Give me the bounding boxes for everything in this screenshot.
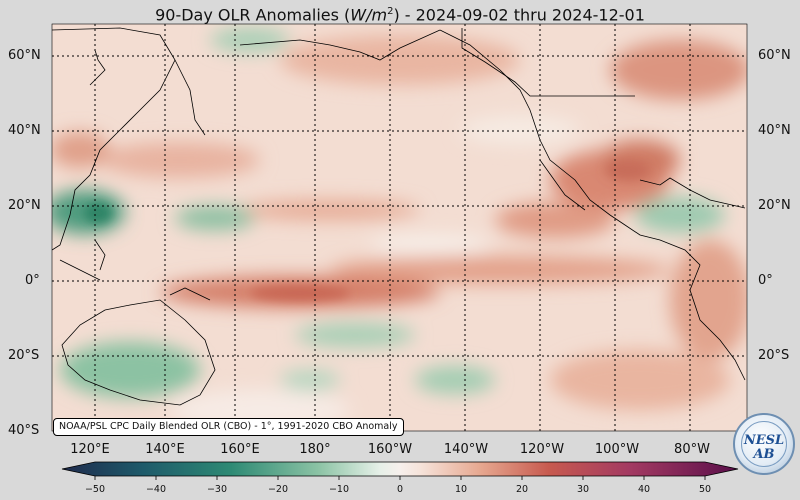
logo-text: NESL AB [743, 433, 785, 462]
colorbar-tick-label: −40 [145, 484, 167, 495]
lon-label: 160°E [220, 442, 260, 457]
colorbar-tick-label: 50 [698, 484, 712, 495]
lat-label-right: 60°N [758, 48, 791, 63]
lat-label-left: 20°N [8, 198, 41, 213]
graticule [52, 24, 747, 431]
lat-label-left: 40°S [8, 423, 40, 438]
lat-label-left: 20°S [8, 348, 40, 363]
lon-label: 160°W [367, 442, 413, 457]
lat-label-right: 20°S [758, 348, 790, 363]
colorbar-ticks [94, 476, 706, 480]
lon-label: 140°W [443, 442, 489, 457]
lon-label: 100°W [594, 442, 640, 457]
lon-label: 120°E [70, 442, 110, 457]
colorbar-tick-label: 40 [637, 484, 651, 495]
colorbar [61, 461, 739, 480]
lon-label: 80°W [674, 442, 710, 457]
colorbar-tick-label: 20 [515, 484, 529, 495]
lat-label-right: 0° [758, 273, 773, 288]
lat-label-left: 40°N [8, 123, 41, 138]
anomaly-field [52, 24, 747, 431]
newlab-logo[interactable]: NESL AB [733, 413, 795, 475]
lon-label: 180° [299, 442, 331, 457]
colorbar-tick-label: −10 [328, 484, 350, 495]
colorbar-tick-label: 0 [396, 484, 404, 495]
map-title: 90-Day OLR Anomalies (W/m2) - 2024-09-02… [155, 5, 645, 25]
colorbar-tick-label: 10 [454, 484, 468, 495]
data-source-credit: NOAA/PSL CPC Daily Blended OLR (CBO) - 1… [53, 418, 404, 436]
colorbar-tick-label: 30 [576, 484, 590, 495]
colorbar-tick-label: −50 [84, 484, 106, 495]
logo-ring [741, 421, 787, 467]
lat-label-right: 40°N [758, 123, 791, 138]
lat-label-left: 60°N [8, 48, 41, 63]
colorbar-tick-label: −30 [206, 484, 228, 495]
lat-label-right: 20°N [758, 198, 791, 213]
colorbar-tick-label: −20 [267, 484, 289, 495]
lon-label: 140°E [145, 442, 185, 457]
lon-label: 120°W [519, 442, 565, 457]
coastlines [52, 27, 746, 406]
lat-label-left: 0° [25, 273, 40, 288]
